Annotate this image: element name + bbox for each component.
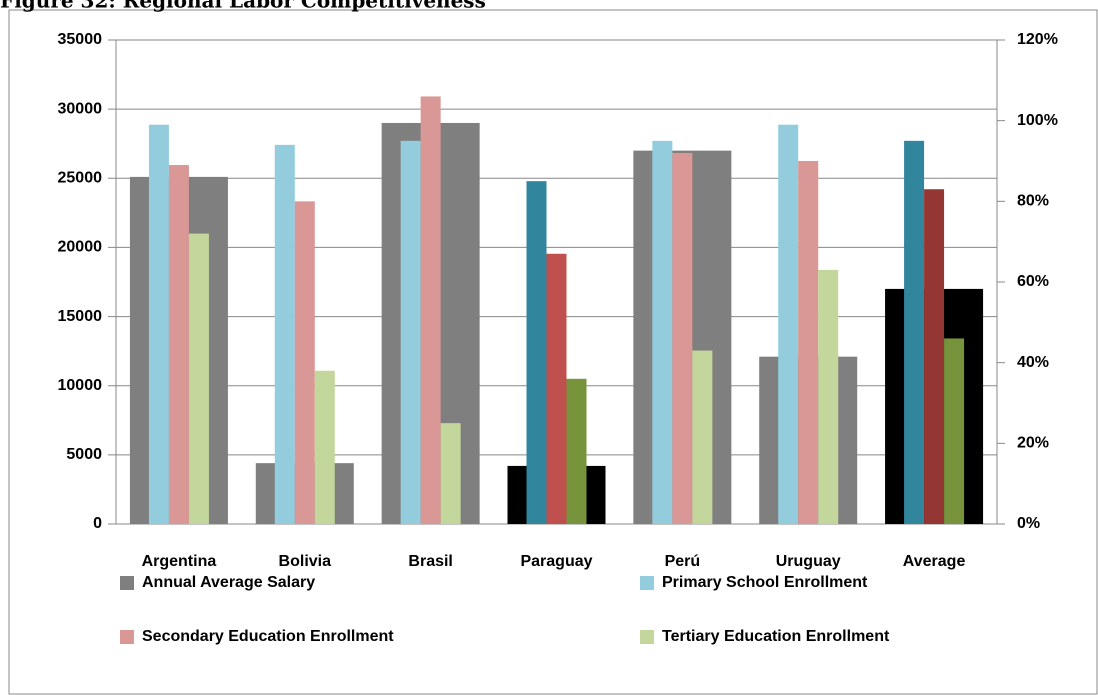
enrollment-bar bbox=[314, 370, 335, 524]
legend-swatch bbox=[120, 630, 134, 644]
x-tick-label: Paraguay bbox=[520, 553, 592, 570]
enrollment-bar bbox=[692, 350, 713, 524]
x-tick-label: Perú bbox=[665, 553, 701, 570]
x-tick-label: Argentina bbox=[142, 553, 217, 570]
y-tick-label: 35000 bbox=[58, 31, 103, 48]
y2-tick-label: 80% bbox=[1017, 193, 1049, 210]
enrollment-bar bbox=[798, 161, 819, 524]
legend-swatch bbox=[640, 630, 654, 644]
enrollment-bar bbox=[672, 152, 693, 524]
y2-tick-label: 120% bbox=[1017, 31, 1058, 48]
chart-border bbox=[8, 9, 1098, 695]
y-tick-label: 30000 bbox=[58, 100, 103, 117]
x-tick-label: Bolivia bbox=[279, 553, 332, 570]
enrollment-bar bbox=[566, 378, 587, 524]
y2-tick-label: 20% bbox=[1017, 435, 1049, 452]
y2-tick-label: 0% bbox=[1017, 515, 1040, 532]
y2-tick-label: 100% bbox=[1017, 112, 1058, 129]
enrollment-bar bbox=[294, 201, 315, 525]
y2-tick-label: 40% bbox=[1017, 354, 1049, 371]
enrollment-bar bbox=[420, 96, 441, 524]
legend-label: Primary School Enrollment bbox=[662, 574, 868, 591]
y-tick-label: 15000 bbox=[58, 308, 103, 325]
legend-label: Annual Average Salary bbox=[142, 574, 315, 591]
enrollment-bar bbox=[440, 423, 461, 524]
legend-swatch bbox=[640, 576, 654, 590]
y-tick-label: 25000 bbox=[58, 170, 103, 187]
y-tick-label: 5000 bbox=[66, 446, 102, 463]
chart-title: Figure 32: Regional Labor Competitivenes… bbox=[0, 0, 486, 13]
x-tick-label: Brasil bbox=[408, 553, 452, 570]
enrollment-bar bbox=[924, 189, 945, 524]
enrollment-bar bbox=[944, 338, 965, 524]
enrollment-bar bbox=[168, 165, 189, 525]
legend-label: Tertiary Education Enrollment bbox=[662, 628, 890, 645]
enrollment-bar bbox=[652, 140, 673, 525]
enrollment-bar bbox=[274, 144, 295, 524]
enrollment-bar bbox=[526, 181, 547, 524]
enrollment-bar bbox=[778, 124, 799, 524]
y-tick-label: 0 bbox=[93, 515, 102, 532]
x-tick-label: Average bbox=[903, 553, 966, 570]
legend-label: Secondary Education Enrollment bbox=[142, 628, 394, 645]
enrollment-bar bbox=[148, 124, 169, 524]
legend-swatch bbox=[120, 576, 134, 590]
x-tick-label: Uruguay bbox=[776, 553, 841, 570]
enrollment-bar bbox=[818, 269, 839, 524]
y-tick-label: 20000 bbox=[58, 239, 103, 256]
enrollment-bar bbox=[546, 253, 567, 524]
enrollment-bar bbox=[188, 233, 209, 524]
enrollment-bar bbox=[904, 140, 925, 525]
enrollment-bar bbox=[400, 140, 421, 525]
y2-tick-label: 60% bbox=[1017, 273, 1049, 290]
y-tick-label: 10000 bbox=[58, 377, 103, 394]
